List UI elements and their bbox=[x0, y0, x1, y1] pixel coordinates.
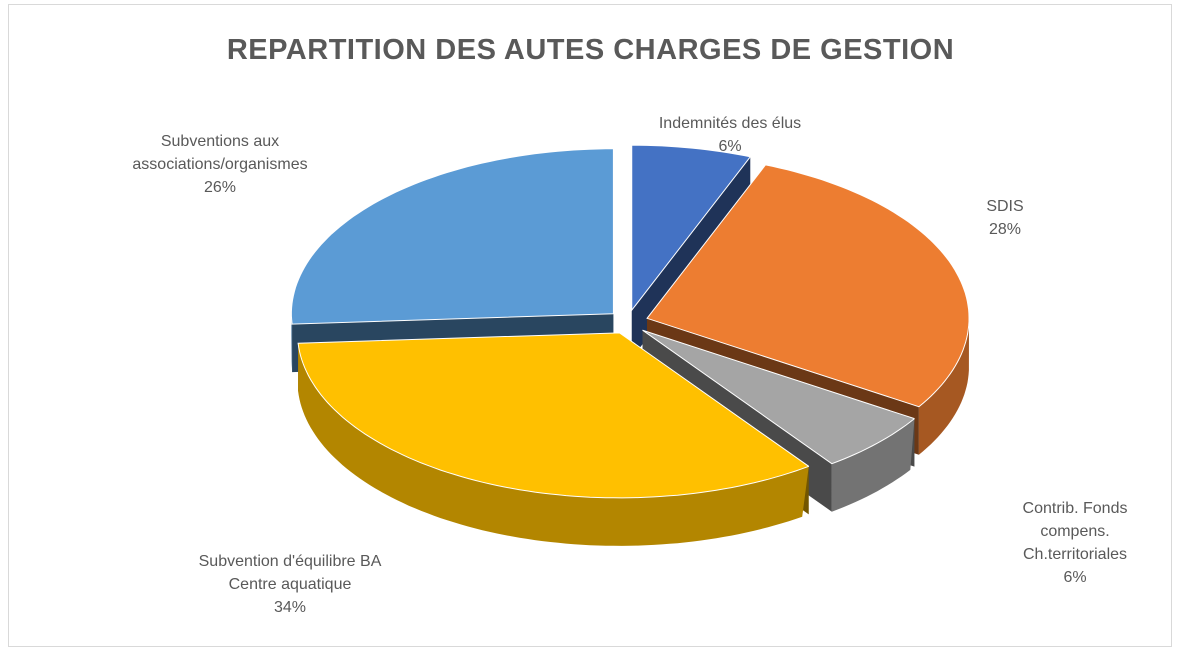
value-label: 6% bbox=[718, 138, 742, 155]
data-label: Contrib. Fonds compens. Ch.territoriales… bbox=[1000, 497, 1150, 589]
value-label: 28% bbox=[988, 221, 1022, 238]
value-label: 26% bbox=[203, 179, 237, 196]
chart-title: REPARTITION DES AUTES CHARGES DE GESTION bbox=[226, 34, 955, 66]
slice bbox=[297, 332, 810, 546]
category-label: Indemnités des élus bbox=[658, 115, 802, 132]
value-label: 6% bbox=[1063, 569, 1087, 586]
slice-side bbox=[918, 318, 969, 455]
category-label: SDIS bbox=[986, 198, 1024, 215]
slice bbox=[646, 164, 970, 408]
chart-border bbox=[8, 4, 1172, 647]
category-label: Subvention d'équilibre BA Centre aquatiq… bbox=[198, 553, 382, 593]
data-label: SDIS 28% bbox=[960, 195, 1050, 241]
slice bbox=[631, 144, 752, 312]
data-label: Subvention d'équilibre BA Centre aquatiq… bbox=[195, 550, 385, 619]
slice bbox=[297, 332, 810, 499]
data-label: Subventions aux associations/organismes 2… bbox=[105, 130, 335, 199]
value-label: 34% bbox=[273, 599, 307, 616]
category-label: Contrib. Fonds compens. Ch.territoriales bbox=[1022, 500, 1128, 563]
category-label: Subventions aux associations/organismes bbox=[132, 133, 308, 173]
slice bbox=[290, 148, 614, 325]
data-label: Indemnités des élus 6% bbox=[615, 112, 845, 158]
slice-side bbox=[831, 418, 915, 512]
slice bbox=[642, 329, 915, 465]
slice-side bbox=[291, 313, 293, 369]
